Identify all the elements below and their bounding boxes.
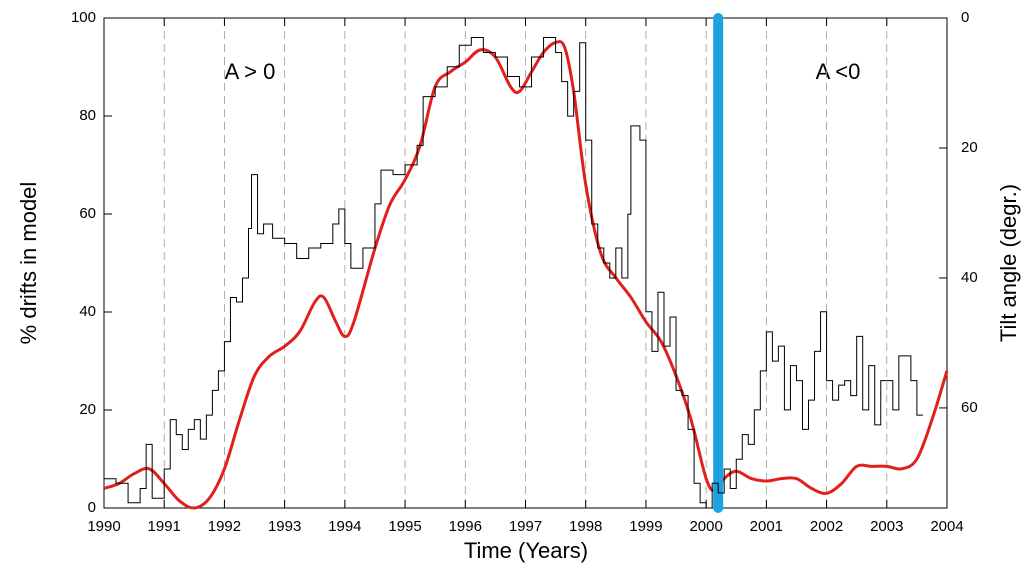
x-tick-label: 1993 [268,518,301,535]
y-tick-label: 60 [79,205,96,222]
x-tick-label: 2002 [810,518,843,535]
y-tick-label: 20 [79,401,96,418]
y2-tick-label: 60 [961,399,978,416]
x-tick-label: 2000 [689,518,722,535]
y2-tick-label: 40 [961,269,978,286]
y-tick-label: 80 [79,107,96,124]
x-tick-label: 1999 [629,518,662,535]
x-tick-label: 1995 [388,518,421,535]
x-tick-label: 1994 [328,518,361,535]
y-tick-label: 100 [71,9,96,26]
annotation: A > 0 [225,59,276,84]
x-tick-label: 2003 [870,518,903,535]
x-axis-label: Time (Years) [464,538,588,563]
y-tick-label: 0 [88,499,96,516]
x-tick-label: 1998 [569,518,602,535]
x-tick-label: 1991 [148,518,181,535]
y2-tick-label: 20 [961,139,978,156]
x-tick-label: 1997 [509,518,542,535]
y-axis-label: % drifts in model [16,182,41,345]
series-line [104,36,923,509]
x-tick-label: 1992 [208,518,241,535]
x-tick-label: 1996 [449,518,482,535]
x-tick-label: 2001 [750,518,783,535]
annotation: A <0 [816,59,861,84]
y2-tick-label: 0 [961,9,969,26]
y-tick-label: 40 [79,303,96,320]
x-tick-label: 2004 [930,518,963,535]
x-tick-label: 1990 [87,518,120,535]
y2-axis-label: Tilt angle (degr.) [996,184,1021,342]
plot-frame [103,17,948,509]
